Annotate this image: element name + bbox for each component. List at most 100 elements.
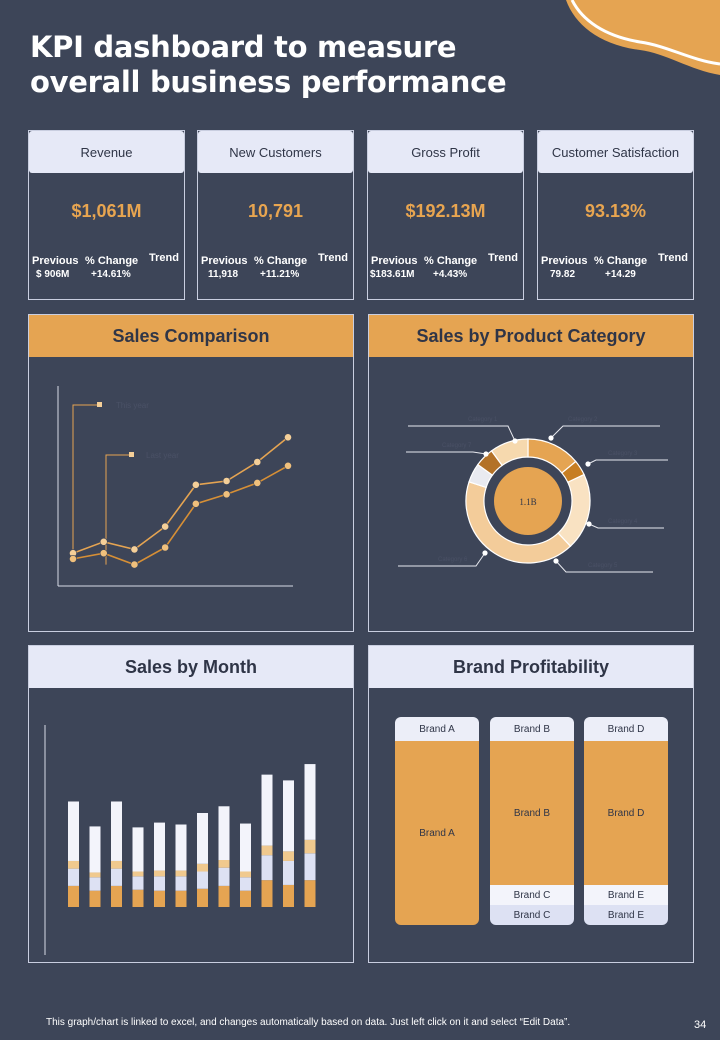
bar-segment (240, 877, 251, 891)
bar-segment (68, 868, 79, 886)
brand-segment: Brand D (584, 741, 668, 885)
leader-line (555, 560, 653, 573)
kpi-value: $192.13M (405, 201, 486, 221)
brand-segment: Brand A (395, 741, 479, 925)
bar-segment (240, 823, 251, 872)
slice-label: Category 7 (442, 443, 472, 449)
kpi-value: 10,791 (247, 201, 304, 221)
data-point (222, 477, 231, 485)
kpi-value: 93.13% (584, 201, 647, 221)
panel-sales-by-category: Sales by Product Category (368, 314, 694, 632)
brand-column-b[interactable]: Brand B Brand B Brand C Brand C (490, 717, 574, 925)
bar-segment (283, 780, 294, 852)
bar-segment (175, 890, 187, 907)
kpi-label: Revenue (29, 131, 184, 173)
bar-segment (304, 880, 316, 907)
slice-label: Category 1 (468, 417, 498, 423)
brand-column-a[interactable]: Brand A Brand A (395, 717, 479, 925)
bar-segment (261, 855, 273, 881)
data-point (284, 461, 292, 470)
panel-brand-profitability: Brand Profitability (368, 645, 694, 963)
bar-segment (197, 871, 208, 889)
data-point (191, 499, 200, 508)
bar-segment (304, 839, 316, 854)
bar-segment (68, 885, 79, 907)
leader-line (406, 451, 487, 455)
leader-line (588, 523, 664, 529)
data-point (191, 480, 200, 489)
bar-segment (89, 826, 101, 873)
leader-line (587, 459, 668, 465)
legend-connector (72, 404, 98, 554)
leader-dot (482, 550, 488, 556)
leader-dot (553, 558, 559, 564)
brand-column-d[interactable]: Brand D Brand D Brand E Brand E (584, 717, 668, 925)
bar-segment (132, 871, 144, 877)
bar-segment (218, 806, 230, 860)
kpi-card-gross-profit[interactable]: Gross Profit $192.13M Previous % Change … (367, 130, 524, 300)
panel-title: Sales by Product Category (369, 315, 693, 357)
kpi-card-new-customers[interactable]: New Customers 10,791 Previous % Change T… (197, 130, 354, 300)
data-point (253, 458, 262, 466)
data-point (130, 560, 139, 569)
brand-segment: Brand C (490, 885, 574, 905)
kpi-label: New Customers (198, 131, 353, 173)
sales-by-category-chart[interactable]: 1.1B Category 1 Category 2 Category 3 Catego… (368, 356, 694, 632)
legend-marker (129, 452, 134, 457)
kpi-card-customer-satisfaction[interactable]: Customer Satisfaction 93.13% Previous % … (537, 130, 694, 300)
bar-segment (283, 851, 294, 861)
bar-segment (197, 813, 208, 864)
kpi-trend-label: Trend (149, 252, 179, 264)
kpi-trend-label: Trend (658, 252, 688, 264)
leader-dot (548, 435, 554, 441)
bar-segment (240, 871, 251, 878)
legend-marker (97, 402, 102, 407)
pie-slice (490, 438, 529, 467)
bar-segment (154, 876, 165, 891)
bar-segment (132, 889, 144, 907)
kpi-label: Gross Profit (368, 131, 523, 173)
bar-segment (197, 888, 208, 907)
brand-label: Brand D (584, 717, 668, 741)
panel-title: Brand Profitability (369, 646, 693, 688)
bar-segment (240, 890, 251, 907)
kpi-previous-value: $183.61M (370, 269, 415, 280)
kpi-previous-value: 11,918 (208, 269, 239, 280)
bar-segment (154, 870, 165, 877)
bar-segment (111, 868, 122, 886)
bar-segment (89, 872, 101, 878)
leader-line (408, 425, 516, 442)
panel-sales-by-month: Sales by Month (28, 645, 354, 963)
bar-segment (89, 877, 101, 891)
kpi-change-value: +14.29 (605, 269, 636, 280)
bar-segment (283, 860, 294, 885)
data-point (99, 537, 108, 546)
brand-segment: Brand E (584, 885, 668, 905)
brand-segment: Brand B (490, 741, 574, 885)
bar-segment (304, 853, 316, 881)
bar-segment (218, 860, 230, 868)
bar-segment (261, 880, 273, 907)
bar-segment (89, 890, 101, 907)
bar-segment (197, 863, 208, 872)
leader-dot (586, 521, 592, 527)
bar-segment (132, 876, 144, 890)
sales-comparison-chart[interactable]: This year Last year (28, 356, 354, 632)
panel-title: Sales Comparison (29, 315, 353, 357)
leader-line (550, 425, 660, 439)
bar-segment (68, 860, 79, 869)
kpi-card-revenue[interactable]: Revenue $1,061M Previous % Change Trend … (28, 130, 185, 300)
sales-by-month-chart[interactable] (28, 687, 354, 963)
brand-segment: Brand E (584, 905, 668, 925)
bar-segment (304, 764, 316, 840)
bar-segment (175, 870, 187, 877)
series-line (72, 436, 289, 554)
leader-dot (483, 451, 489, 457)
page-number: 34 (694, 1019, 707, 1031)
slice-label: Category 4 (608, 519, 638, 525)
bar-segment (111, 801, 122, 861)
data-point (222, 490, 231, 499)
leader-dot (585, 461, 591, 467)
slice-label: Category 2 (568, 417, 598, 423)
data-point (284, 433, 292, 442)
